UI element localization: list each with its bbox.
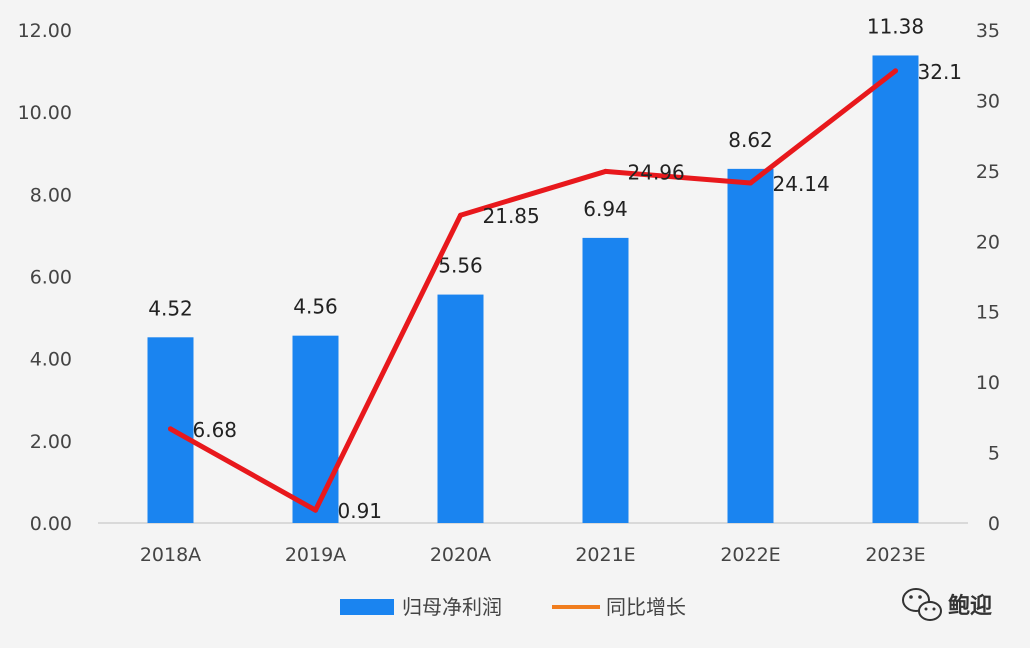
left-axis-tick-label: 0.00 (30, 513, 72, 535)
right-axis-tick-label: 20 (976, 231, 1000, 253)
right-axis-tick-label: 10 (976, 372, 1000, 394)
line-data-label: 24.14 (773, 172, 830, 196)
right-axis-tick-label: 5 (988, 443, 1000, 465)
left-axis-tick-label: 10.00 (18, 102, 72, 124)
bar (872, 55, 919, 523)
x-axis-tick-label: 2023E (865, 544, 925, 566)
left-axis-tick-label: 8.00 (30, 184, 72, 206)
watermark-text: 鲍迎 (948, 593, 992, 619)
legend-label-line: 同比增长 (606, 595, 686, 619)
bar-data-label: 5.56 (438, 254, 483, 278)
line-point (313, 507, 318, 513)
right-axis-tick-label: 25 (976, 161, 1000, 183)
bar (437, 294, 484, 523)
line-series (168, 68, 898, 513)
x-axis-tick-label: 2019A (285, 544, 346, 566)
line-point (458, 212, 463, 218)
x-axis-tick-label: 2021E (575, 544, 635, 566)
wechat-icon (902, 588, 942, 621)
line-data-label: 21.85 (483, 204, 540, 228)
legend-swatch-bar (340, 599, 394, 615)
line-point (168, 426, 173, 432)
bar (727, 168, 774, 523)
legend-label-bar: 归母净利润 (402, 595, 502, 619)
left-axis-tick-label: 2.00 (30, 431, 72, 453)
right-axis-tick-label: 0 (988, 513, 1000, 535)
right-axis-tick-label: 15 (976, 302, 1000, 324)
left-axis-tick-label: 12.00 (18, 20, 72, 42)
line-point (603, 168, 608, 174)
bar (292, 335, 339, 523)
line-data-label: 32.1 (918, 60, 963, 84)
growth-line (168, 68, 898, 513)
right-axis-tick-label: 30 (976, 90, 1000, 112)
left-axis-tick-label: 4.00 (30, 349, 72, 371)
bar-data-label: 4.52 (148, 296, 193, 320)
bar-data-labels: 4.52 4.56 5.56 6.94 8.62 11.38 (148, 14, 924, 320)
bar-data-label: 8.62 (728, 128, 773, 152)
bar (582, 237, 629, 524)
x-axis: 2018A 2019A 2020A 2021E 2022E 2023E (140, 544, 926, 566)
right-axis-tick-label: 35 (976, 20, 1000, 42)
line-data-label: 24.96 (628, 160, 685, 184)
x-axis-tick-label: 2022E (720, 544, 780, 566)
x-axis-tick-label: 2020A (430, 544, 491, 566)
left-axis: 0.00 2.00 4.00 6.00 8.00 10.00 12.00 (18, 20, 72, 535)
line-point (748, 180, 753, 186)
bar-series (147, 55, 919, 524)
right-axis: 0 5 10 15 20 25 30 35 (976, 20, 1000, 535)
line-data-label: 0.91 (338, 499, 383, 523)
bar-data-label: 4.56 (293, 295, 338, 319)
line-data-label: 6.68 (193, 418, 238, 442)
bar-data-label: 6.94 (583, 197, 628, 221)
legend: 归母净利润 同比增长 (340, 595, 686, 619)
watermark: 鲍迎 (902, 588, 992, 621)
left-axis-tick-label: 6.00 (30, 267, 72, 289)
bar-data-label: 11.38 (867, 14, 924, 38)
x-axis-tick-label: 2018A (140, 544, 201, 566)
line-data-labels: 6.68 0.91 21.85 24.96 24.14 32.1 (193, 60, 963, 523)
line-point (893, 68, 898, 74)
